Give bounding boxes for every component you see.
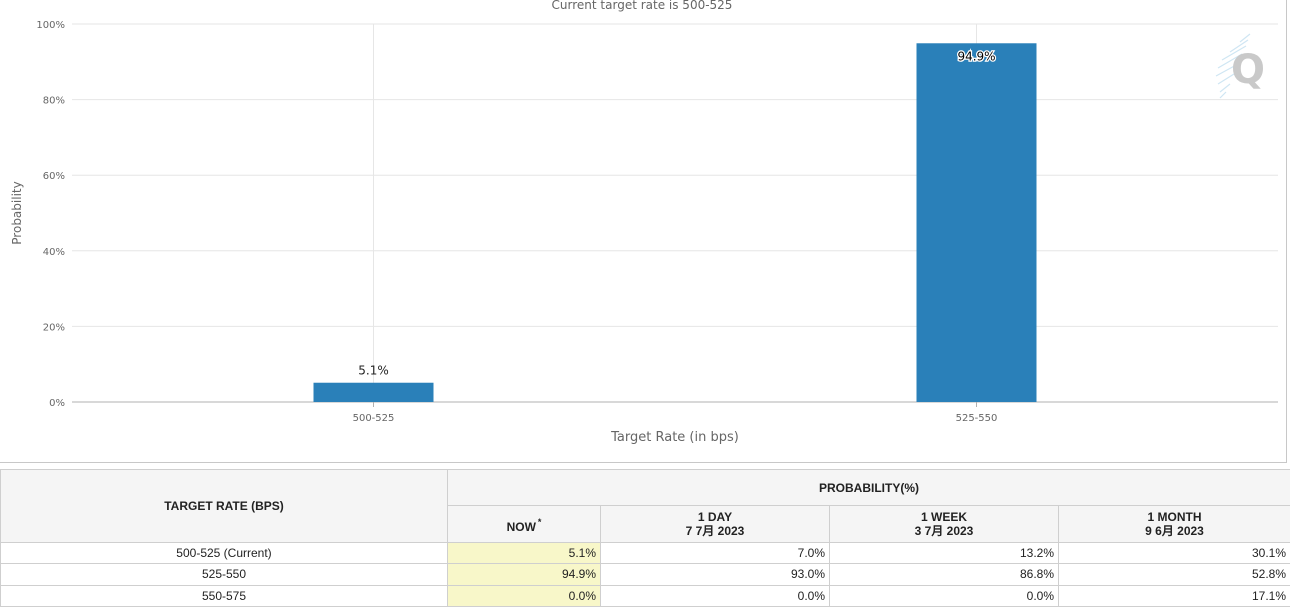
1-day-value: 7.0% xyxy=(600,541,830,565)
1-month-value: 30.1% xyxy=(1058,541,1290,565)
1-week-value: 13.2% xyxy=(829,541,1059,565)
1-day-value: 93.0% xyxy=(600,563,830,586)
1-week-value: 0.0% xyxy=(829,584,1059,607)
1-week-value: 86.8% xyxy=(829,563,1059,586)
table-row: 550-575 0.0% 0.0% 0.0% 17.1% xyxy=(0,584,1290,607)
col-header-1-day: 1 DAY 7 7月 2023 xyxy=(600,505,830,543)
y-tick-label: 80% xyxy=(43,96,65,107)
target-rate-header: TARGET RATE (BPS) xyxy=(0,469,448,543)
bar xyxy=(313,382,434,402)
col-header-1-month: 1 MONTH 9 6月 2023 xyxy=(1058,505,1290,543)
now-value: 0.0% xyxy=(447,584,601,607)
chart-panel: Current target rate is 500-525 0% 20% 40% 6… xyxy=(0,0,1287,463)
col-header-1-week: 1 WEEK 3 7月 2023 xyxy=(829,505,1059,543)
now-value: 94.9% xyxy=(447,563,601,586)
watermark-logo: Q xyxy=(1212,32,1272,104)
bar xyxy=(916,43,1037,402)
x-tick-label: 525-550 xyxy=(956,413,998,424)
1-day-value: 0.0% xyxy=(600,584,830,607)
now-value: 5.1% xyxy=(447,541,601,565)
grid-layer xyxy=(72,23,1278,403)
svg-text:Q: Q xyxy=(1231,47,1265,93)
x-axis-title: Target Rate (in bps) xyxy=(610,430,739,445)
y-tick-label: 0% xyxy=(49,398,65,409)
y-axis-title: Probability xyxy=(10,181,24,244)
1-month-value: 17.1% xyxy=(1058,584,1290,607)
probability-header: PROBABILITY(%) xyxy=(447,469,1290,506)
data-label: 94.9% xyxy=(957,49,995,63)
probability-table: TARGET RATE (BPS) PROBABILITY(%) NOW * 1 … xyxy=(0,469,1290,607)
y-tick-label: 20% xyxy=(43,322,65,333)
rate-cell: 525-550 xyxy=(0,563,448,586)
x-tick-labels: 500-525 525-550 xyxy=(353,402,998,424)
y-tick-label: 60% xyxy=(43,171,65,182)
bar-chart: Current target rate is 500-525 0% 20% 40% 6… xyxy=(10,0,1278,445)
y-tick-label: 100% xyxy=(36,20,65,31)
chart-title: Current target rate is 500-525 xyxy=(552,0,733,12)
rate-cell: 550-575 xyxy=(0,584,448,607)
data-labels: 5.1% 94.9% xyxy=(358,48,997,378)
rate-cell: 500-525 (Current) xyxy=(0,541,448,565)
y-tick-label: 40% xyxy=(43,247,65,258)
1-month-value: 52.8% xyxy=(1058,563,1290,586)
x-tick-label: 500-525 xyxy=(353,413,395,424)
data-label: 5.1% xyxy=(358,364,389,378)
table-row: 500-525 (Current) 5.1% 7.0% 13.2% 30.1% xyxy=(0,541,1290,565)
y-tick-labels: 0% 20% 40% 60% 80% 100% xyxy=(36,20,65,409)
table-row: 525-550 94.9% 93.0% 86.8% 52.8% xyxy=(0,563,1290,586)
bars xyxy=(313,43,1037,402)
col-header-now: NOW * xyxy=(447,505,601,543)
